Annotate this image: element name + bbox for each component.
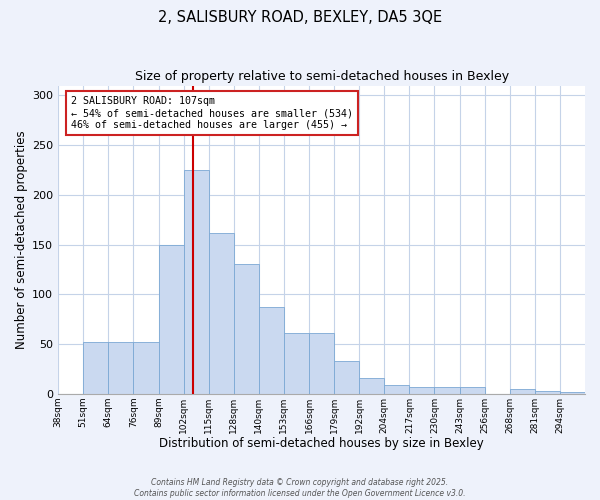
Bar (284, 333, 309, 394)
Bar (109, 342, 133, 394)
Bar (184, 170, 209, 394)
Text: Contains HM Land Registry data © Crown copyright and database right 2025.
Contai: Contains HM Land Registry data © Crown c… (134, 478, 466, 498)
Bar (359, 378, 384, 394)
Bar (209, 232, 234, 394)
Bar (83, 342, 109, 394)
X-axis label: Distribution of semi-detached houses by size in Bexley: Distribution of semi-detached houses by … (159, 437, 484, 450)
Bar (133, 342, 158, 394)
Bar (409, 386, 434, 394)
Bar (510, 388, 535, 394)
Bar (334, 361, 359, 394)
Bar (560, 392, 585, 394)
Bar (158, 244, 184, 394)
Text: 2 SALISBURY ROAD: 107sqm
← 54% of semi-detached houses are smaller (534)
46% of : 2 SALISBURY ROAD: 107sqm ← 54% of semi-d… (71, 96, 353, 130)
Bar (309, 333, 334, 394)
Title: Size of property relative to semi-detached houses in Bexley: Size of property relative to semi-detach… (134, 70, 509, 83)
Bar (259, 307, 284, 394)
Bar (434, 386, 460, 394)
Text: 2, SALISBURY ROAD, BEXLEY, DA5 3QE: 2, SALISBURY ROAD, BEXLEY, DA5 3QE (158, 10, 442, 25)
Bar (234, 264, 259, 394)
Bar (384, 384, 409, 394)
Y-axis label: Number of semi-detached properties: Number of semi-detached properties (15, 130, 28, 349)
Bar (460, 386, 485, 394)
Bar (535, 390, 560, 394)
